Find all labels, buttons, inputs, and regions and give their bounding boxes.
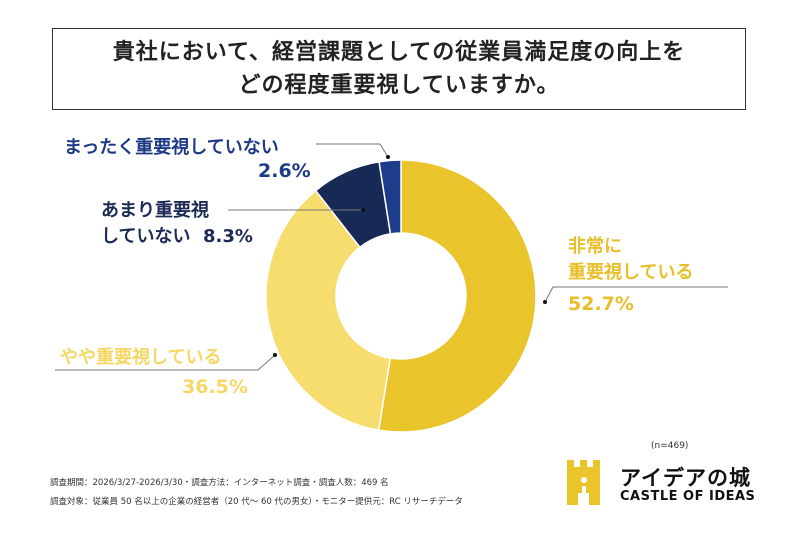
question-title: 貴社において、経営課題としての従業員満足度の向上を どの程度重要視していますか。: [52, 28, 746, 110]
leader-line-not-at-all: [316, 143, 389, 158]
label-not-at-all: まったく重要視していない: [64, 137, 279, 158]
leader-dot: [386, 155, 390, 159]
title-line-1: 貴社において、経営課題としての従業員満足度の向上を: [112, 40, 686, 65]
label-somewhat-important: やや重要視している: [60, 347, 222, 368]
footer-line-1: 調査期間：2026/3/27-2026/3/30・調査方法：インターネット調査・…: [50, 478, 389, 488]
leader-line-somewhat: [55, 354, 276, 371]
value-not-at-all: 2.6%: [258, 160, 311, 182]
leader-line-very: [544, 286, 728, 303]
label-very-important: 非常に 重要視している: [568, 234, 693, 286]
label-text: あまり重要視: [101, 200, 209, 221]
value-somewhat-important: 36.5%: [182, 376, 248, 398]
leader-dots: [273, 155, 547, 357]
label-text: していない: [101, 226, 191, 247]
slice-not-at-all: [378, 159, 402, 235]
logo-name-ja: アイデアの城: [620, 466, 751, 490]
value-very-important: 52.7%: [568, 293, 634, 315]
logo-name-en: CASTLE OF IDEAS: [620, 489, 756, 504]
leader-dot: [273, 353, 277, 357]
label-text: 非常に: [568, 236, 622, 257]
footer-line-2: 調査対象：従業員 50 名以上の企業の経営者（20 代～ 60 代の男女）・モニ…: [50, 497, 463, 507]
leader-lines: [55, 143, 728, 371]
label-not-much: あまり重要視 していない 8.3%: [101, 198, 253, 250]
leader-dot: [361, 208, 365, 212]
slice-very-important: [377, 159, 537, 433]
title-line-2: どの程度重要視していますか。: [238, 73, 560, 98]
label-text: 重要視している: [568, 262, 694, 283]
slice-somewhat-important: [265, 189, 392, 431]
value-not-much: 8.3%: [203, 226, 253, 247]
sample-size: (n=469): [651, 441, 689, 451]
leader-dot: [543, 300, 547, 304]
